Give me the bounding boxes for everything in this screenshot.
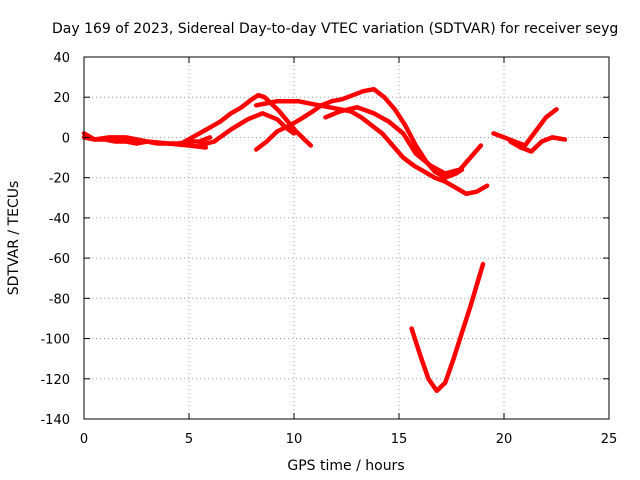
series-arc-g	[323, 105, 484, 176]
x-tick-label: 20	[496, 432, 513, 447]
y-tick-label: -100	[40, 333, 70, 348]
axis-ticks	[83, 56, 610, 420]
y-tick-label: 20	[53, 91, 70, 106]
y-axis-label: SDTVAR / TECUs	[6, 181, 22, 296]
chart-title: Day 169 of 2023, Sidereal Day-to-day VTE…	[52, 21, 618, 37]
y-tick-label: -40	[49, 212, 70, 227]
series-arc-j	[508, 135, 568, 154]
series-arc-c	[182, 92, 314, 148]
y-tick-label: 0	[62, 131, 70, 146]
tick-labels: 0 5 10 15 20 25 -140 -120 -100 -80 -60 -40 -20 0 20 40	[40, 51, 617, 447]
x-axis-label: GPS time / hours	[287, 458, 404, 474]
series-arc-h	[409, 261, 486, 394]
x-tick-label: 25	[601, 432, 618, 447]
x-tick-label: 15	[391, 432, 408, 447]
y-tick-label: -20	[49, 172, 70, 187]
series-layer	[81, 86, 568, 394]
series-arc-e	[253, 98, 490, 197]
y-tick-label: 40	[53, 51, 70, 66]
x-tick-label: 10	[286, 432, 303, 447]
x-tick-label: 5	[185, 432, 193, 447]
y-tick-label: -140	[40, 413, 70, 428]
x-tick-label: 0	[80, 432, 88, 447]
y-tick-label: -80	[49, 292, 70, 307]
plot-frame	[83, 56, 610, 420]
series-arc-b	[81, 135, 209, 150]
y-tick-label: -120	[40, 373, 70, 388]
series-arc-i	[491, 107, 559, 148]
y-tick-label: -60	[49, 252, 70, 267]
